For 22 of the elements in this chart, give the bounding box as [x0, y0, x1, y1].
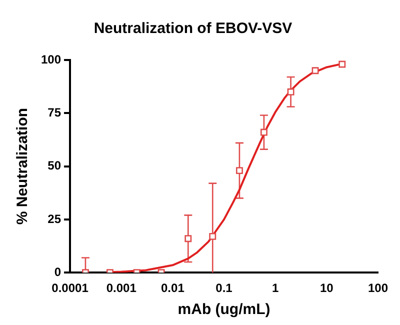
y-tick-label: 0 — [54, 264, 62, 279]
x-tick-label: 100 — [368, 281, 388, 296]
x-tick-label: 1 — [272, 281, 279, 296]
y-tick-label: 50 — [48, 158, 62, 173]
point — [287, 88, 294, 96]
x-tick-label: 0.0001 — [52, 281, 89, 296]
x-tick-label: 10 — [320, 281, 334, 296]
y-tick-label: 25 — [48, 212, 62, 226]
point — [312, 67, 319, 74]
point — [338, 60, 346, 68]
x-tick-label: 0.1 — [216, 281, 233, 296]
y-tick-label: 100 — [40, 52, 62, 66]
x-tick-label: 0.01 — [161, 281, 185, 296]
y-tick-label: 75 — [48, 105, 62, 120]
chart-title: Neutralization of EBOV-VSV — [94, 20, 292, 38]
point — [236, 167, 243, 174]
y-axis-title: % Neutralization — [14, 108, 32, 225]
point — [260, 128, 268, 136]
x-axis-title: mAb (ug/mL) — [178, 301, 270, 318]
point — [209, 232, 216, 240]
point — [184, 235, 192, 242]
x-tick-label: 0.001 — [106, 281, 137, 296]
